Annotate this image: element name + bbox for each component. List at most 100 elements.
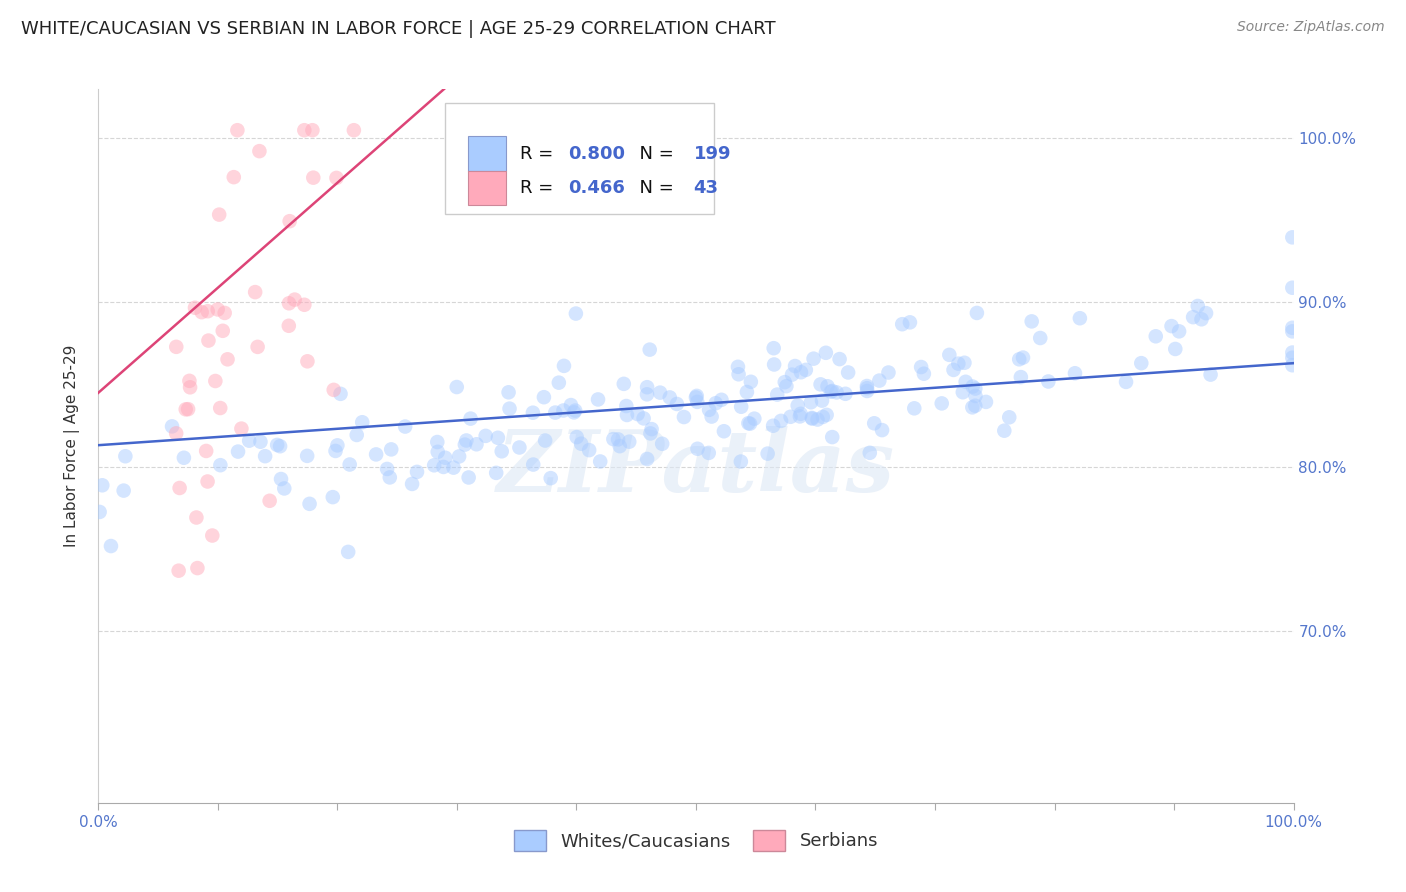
Point — [553, 403, 575, 417]
Point — [744, 411, 766, 425]
Point — [837, 366, 859, 380]
Point — [298, 497, 321, 511]
Point — [1168, 324, 1191, 338]
Point — [834, 386, 856, 401]
Point — [638, 343, 661, 357]
Point — [800, 410, 823, 425]
Text: N =: N = — [628, 145, 679, 162]
Point — [613, 376, 636, 391]
Point — [186, 561, 208, 575]
Point — [533, 390, 555, 404]
Point — [231, 422, 253, 436]
Text: 199: 199 — [693, 145, 731, 162]
Point — [1144, 329, 1167, 343]
Point — [1160, 319, 1182, 334]
Point — [204, 374, 226, 388]
Point — [1281, 351, 1303, 365]
Point — [226, 444, 249, 458]
Point — [627, 407, 650, 421]
Point — [658, 391, 681, 405]
Point — [114, 449, 136, 463]
Bar — [468, 170, 506, 205]
Point — [801, 411, 824, 425]
Point — [779, 409, 801, 424]
Point — [485, 466, 508, 480]
Point — [619, 434, 641, 449]
Point — [266, 438, 288, 452]
Legend: Whites/Caucasians, Serbians: Whites/Caucasians, Serbians — [506, 822, 886, 858]
Point — [329, 387, 352, 401]
Point — [814, 346, 837, 360]
Point — [326, 438, 349, 452]
Point — [825, 385, 848, 400]
Point — [540, 471, 562, 485]
Point — [821, 430, 844, 444]
Point — [789, 407, 811, 421]
Point — [789, 409, 811, 424]
Point — [636, 380, 658, 394]
Point — [375, 462, 398, 476]
Point — [998, 410, 1021, 425]
Point — [432, 459, 454, 474]
Point — [738, 417, 761, 431]
Point — [713, 424, 735, 438]
Point — [186, 510, 208, 524]
Point — [786, 399, 808, 413]
Point — [380, 442, 402, 457]
Point — [1281, 358, 1303, 372]
Point — [165, 426, 187, 441]
Point — [877, 366, 900, 380]
Point — [609, 439, 631, 453]
Point — [209, 401, 232, 415]
Point — [938, 348, 960, 362]
Point — [870, 423, 893, 437]
Point — [1281, 320, 1303, 334]
Point — [443, 460, 465, 475]
Point — [810, 377, 832, 392]
Text: 43: 43 — [693, 178, 718, 197]
Point — [775, 379, 797, 393]
Point — [633, 411, 655, 425]
Point — [962, 401, 984, 415]
Point — [868, 374, 890, 388]
Point — [209, 458, 232, 473]
Point — [301, 123, 323, 137]
Point — [821, 384, 844, 398]
Point — [269, 439, 291, 453]
Point — [249, 434, 271, 449]
Point — [184, 301, 207, 315]
Point — [177, 402, 200, 417]
Point — [636, 452, 658, 467]
Point — [1164, 342, 1187, 356]
Point — [89, 505, 111, 519]
Point — [817, 379, 839, 393]
Point — [602, 432, 624, 446]
Point — [249, 144, 271, 158]
Point — [952, 385, 974, 400]
Text: Source: ZipAtlas.com: Source: ZipAtlas.com — [1237, 20, 1385, 34]
Point — [578, 443, 600, 458]
Point — [278, 214, 301, 228]
Text: R =: R = — [520, 145, 560, 162]
Point — [208, 208, 231, 222]
FancyBboxPatch shape — [446, 103, 714, 214]
Point — [770, 414, 793, 428]
Point — [167, 564, 190, 578]
Point — [426, 445, 449, 459]
Point — [426, 435, 449, 450]
Point — [704, 396, 727, 410]
Point — [740, 375, 762, 389]
Point — [1130, 356, 1153, 370]
Point — [423, 458, 446, 473]
Point — [449, 450, 471, 464]
Point — [820, 384, 842, 399]
Point — [160, 419, 183, 434]
Point — [616, 408, 638, 422]
Point — [553, 359, 575, 373]
Point — [401, 477, 423, 491]
Point — [322, 490, 344, 504]
Point — [965, 382, 987, 396]
Point — [1281, 345, 1303, 359]
Point — [607, 433, 630, 447]
Point — [640, 426, 662, 441]
